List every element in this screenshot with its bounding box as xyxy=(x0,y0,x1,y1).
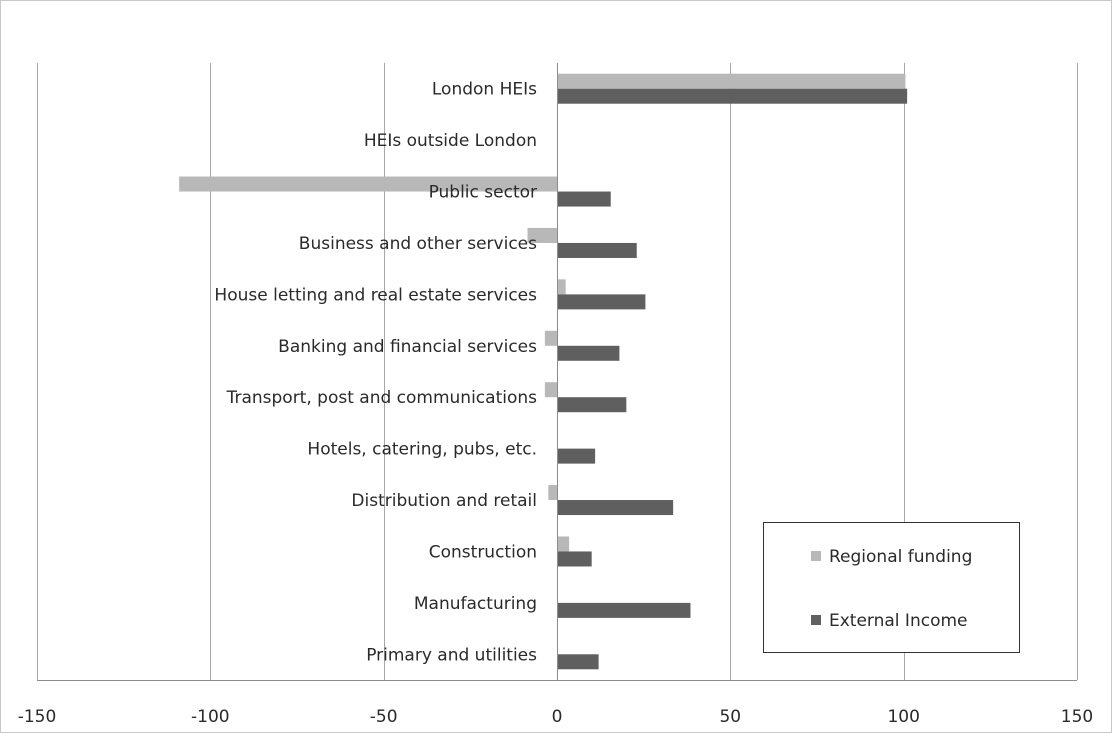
category-label-heis-outside-london: HEIs outside London xyxy=(364,131,537,151)
bar-regional-funding-banking-and-financial-services xyxy=(544,330,557,346)
bar-regional-funding-transport-post-and-communications xyxy=(544,382,557,398)
bar-external-income-distribution-and-retail xyxy=(557,500,674,516)
x-tick-label-100: -100 xyxy=(191,707,230,727)
legend-label-regional-funding: Regional funding xyxy=(829,547,972,567)
bar-regional-funding-london-heis xyxy=(557,73,906,89)
category-label-primary-and-utilities: Primary and utilities xyxy=(366,645,537,665)
category-label-business-and-other-services: Business and other services xyxy=(299,234,537,254)
bar-external-income-manufacturing xyxy=(557,602,691,618)
category-label-construction: Construction xyxy=(429,543,537,563)
bar-external-income-london-heis xyxy=(557,88,908,104)
bar-external-income-house-letting-and-real-estate-services xyxy=(557,294,646,310)
category-label-manufacturing: Manufacturing xyxy=(414,594,537,614)
x-tick-label-100: 100 xyxy=(887,707,919,727)
category-label-public-sector: Public sector xyxy=(429,183,537,203)
legend: Regional funding External Income xyxy=(763,522,1020,653)
bar-regional-funding-business-and-other-services xyxy=(527,227,557,243)
x-tick-label-50: 50 xyxy=(719,707,741,727)
category-labels: London HEIs HEIs outside London Public sec… xyxy=(214,80,537,666)
bar-external-income-banking-and-financial-services xyxy=(557,345,620,361)
legend-box xyxy=(763,522,1020,653)
bars xyxy=(179,73,908,670)
category-label-house-letting-and-real-estate-services: House letting and real estate services xyxy=(214,285,537,305)
bar-external-income-business-and-other-services xyxy=(557,242,637,258)
bar-external-income-public-sector xyxy=(557,191,611,207)
category-label-banking-and-financial-services: Banking and financial services xyxy=(278,337,537,357)
bar-external-income-construction xyxy=(557,551,592,567)
category-label-hotels-catering-pubs-etc: Hotels, catering, pubs, etc. xyxy=(307,440,537,460)
legend-label-external-income: External Income xyxy=(829,611,968,631)
x-tick-label-150: 150 xyxy=(1061,707,1093,727)
bar-regional-funding-house-letting-and-real-estate-services xyxy=(557,279,566,295)
category-label-transport-post-and-communications: Transport, post and communications xyxy=(226,388,538,408)
category-label-london-heis: London HEIs xyxy=(432,80,537,100)
bar-regional-funding-public-sector xyxy=(179,176,557,192)
axes xyxy=(37,63,1077,681)
legend-swatch-regional-funding xyxy=(811,551,821,561)
x-tick-label-50: -50 xyxy=(370,707,398,727)
category-label-distribution-and-retail: Distribution and retail xyxy=(351,491,537,511)
bar-regional-funding-construction xyxy=(557,536,570,552)
x-tick-label-0: 0 xyxy=(552,707,563,727)
x-tick-label-150: -150 xyxy=(18,707,57,727)
bar-regional-funding-distribution-and-retail xyxy=(548,485,557,501)
bar-external-income-hotels-catering-pubs-etc xyxy=(557,448,596,464)
bar-external-income-transport-post-and-communications xyxy=(557,397,627,413)
tick-labels: -150 -100 -50 0 50 100 150 xyxy=(18,707,1094,727)
bar-external-income-primary-and-utilities xyxy=(557,654,599,670)
legend-swatch-external-income xyxy=(811,615,821,625)
